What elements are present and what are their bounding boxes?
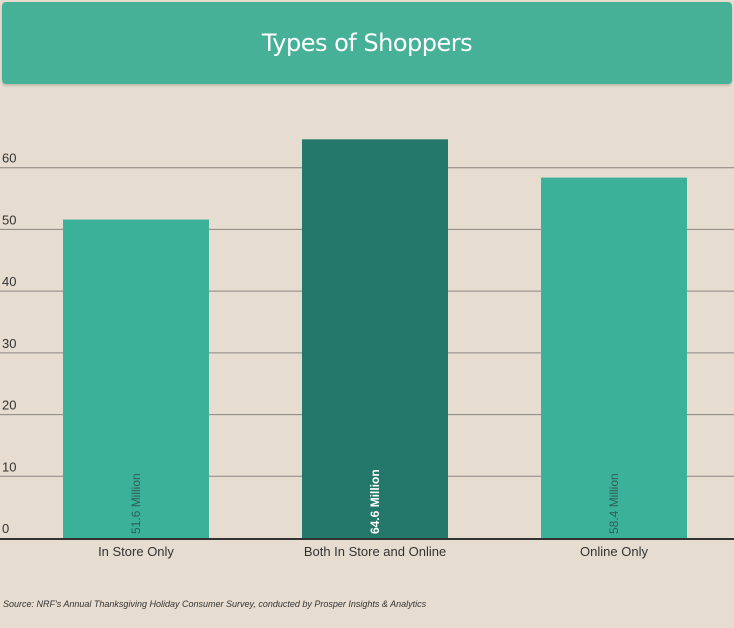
chart-title: Types of Shoppers	[261, 29, 473, 57]
y-tick-label: 60	[2, 151, 16, 166]
x-tick-label: Online Only	[580, 544, 648, 559]
y-tick-label: 0	[2, 521, 9, 536]
y-tick-label: 10	[2, 459, 16, 474]
y-tick-label: 50	[2, 212, 16, 227]
bar-data-label: 58.4 Million	[607, 473, 621, 534]
y-tick-label: 20	[2, 398, 16, 413]
x-tick-label: Both In Store and Online	[304, 544, 446, 559]
y-tick-label: 30	[2, 336, 16, 351]
bar	[302, 139, 448, 538]
x-tick-label: In Store Only	[98, 544, 174, 559]
source-note: Source: NRF's Annual Thanksgiving Holida…	[3, 599, 427, 609]
bar	[63, 219, 209, 538]
chart-title-banner: Types of Shoppers	[2, 2, 732, 84]
bar-data-label: 51.6 Million	[129, 473, 143, 534]
bar-data-label: 64.6 Million	[368, 469, 382, 534]
y-tick-label: 40	[2, 274, 16, 289]
bar	[541, 177, 687, 539]
